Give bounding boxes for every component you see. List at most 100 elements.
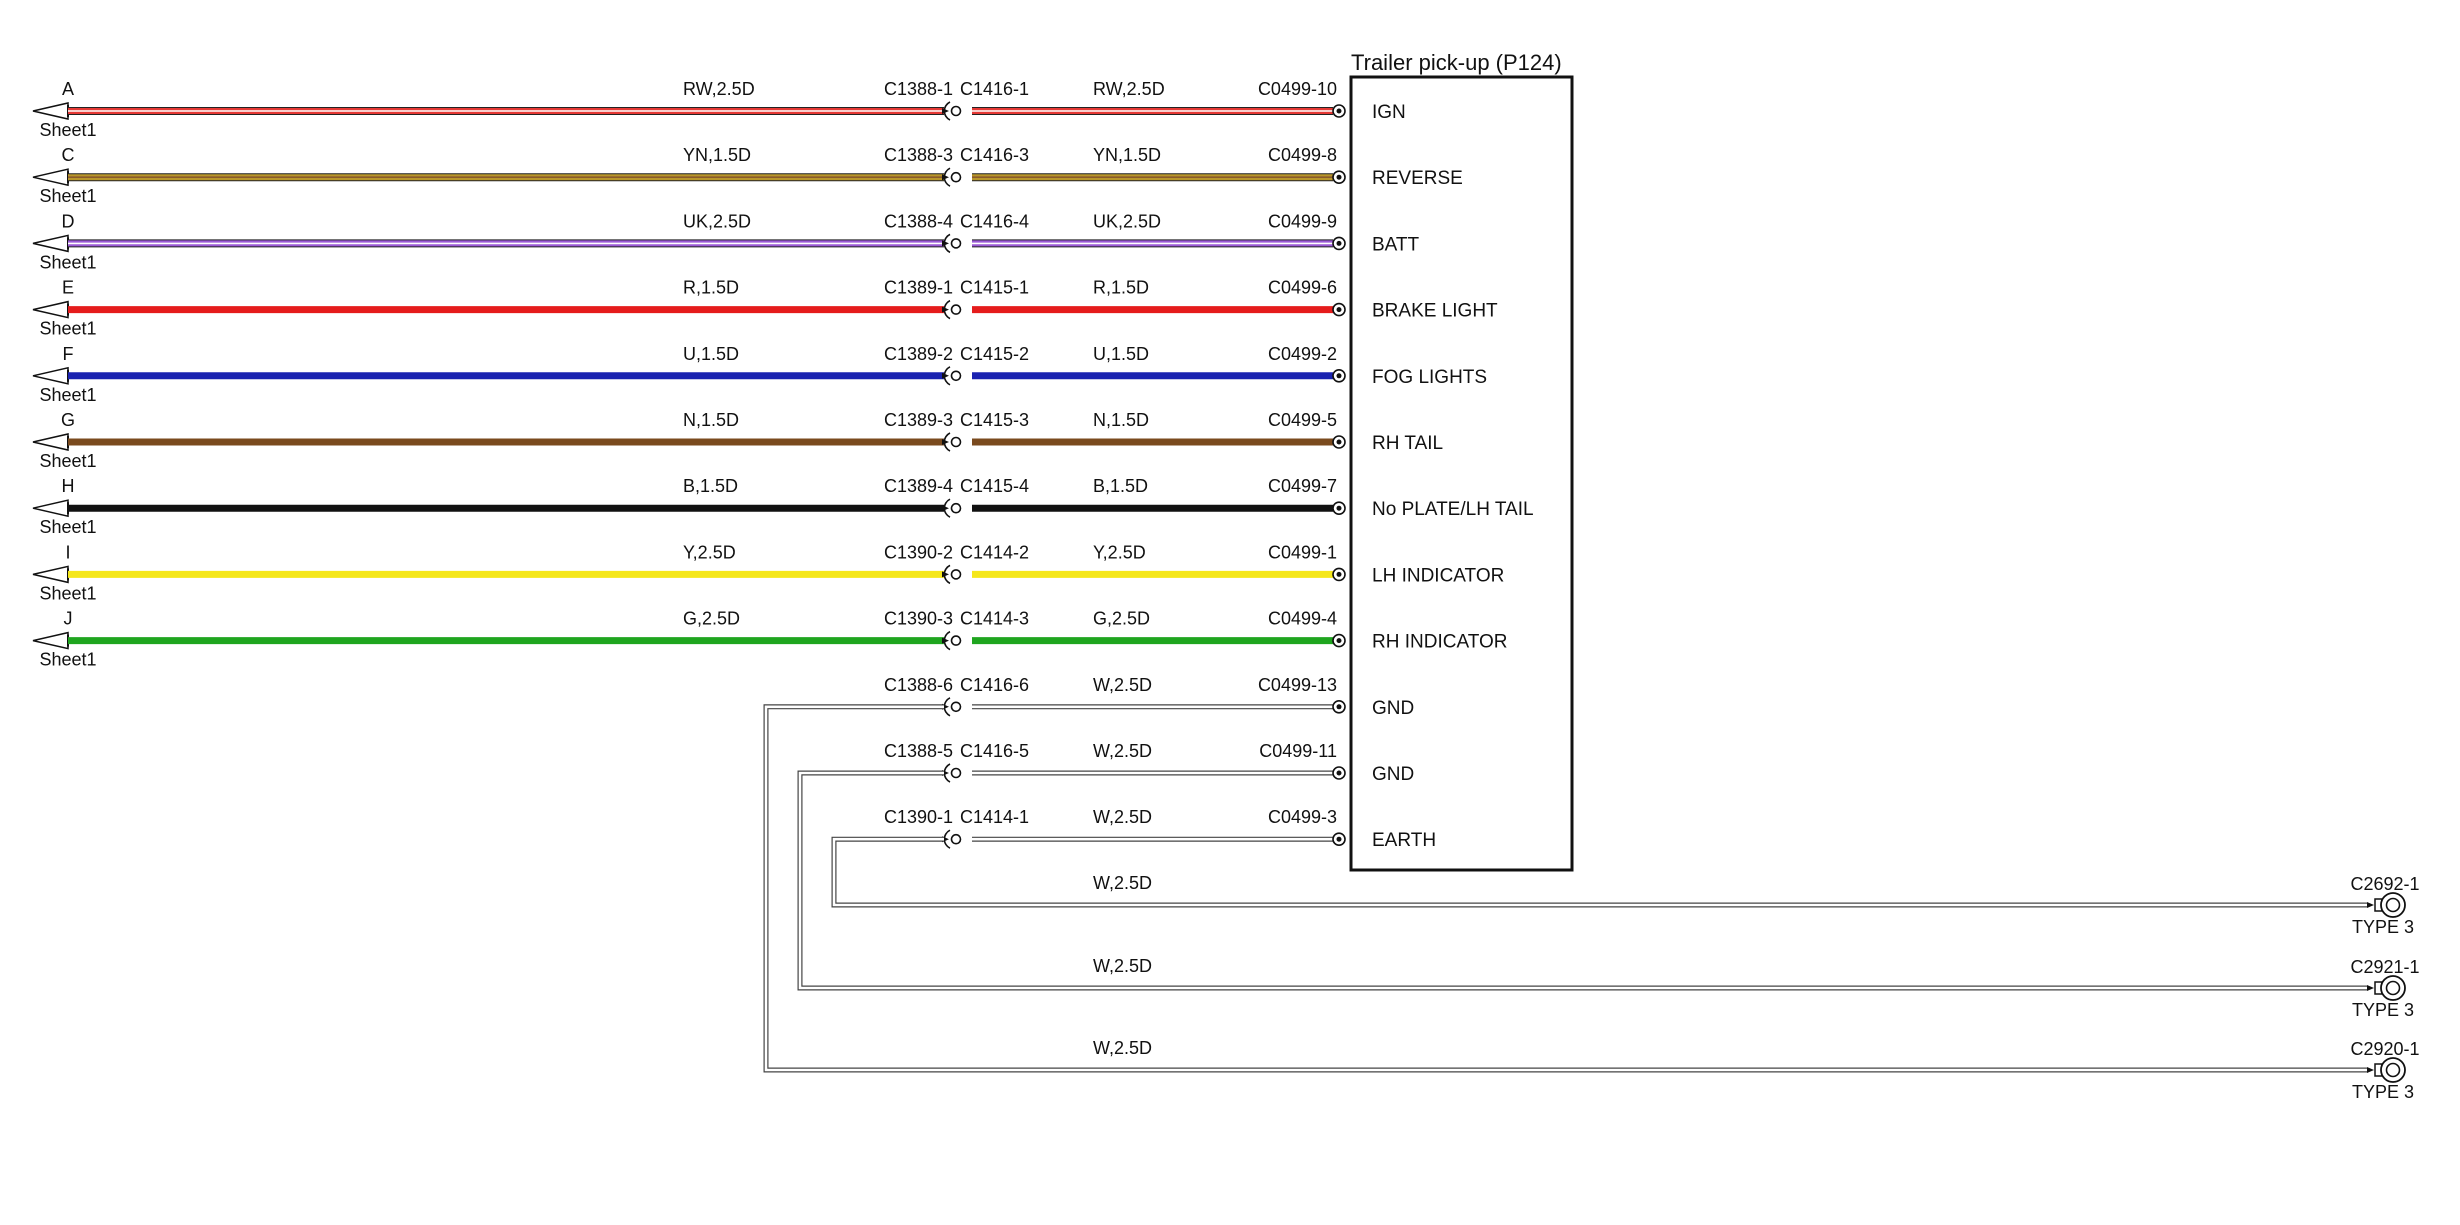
ring-terminal-hole-icon	[2385, 980, 2401, 996]
offsheet-arrow-icon	[32, 631, 69, 650]
connector-pin-icon	[950, 436, 962, 448]
wire-spec-left: B,1.5D	[683, 476, 738, 496]
wire-spec-left: N,1.5D	[683, 410, 739, 430]
connector-arrow-icon	[942, 571, 949, 578]
wire-outline	[831, 836, 2367, 908]
connector-arrow-icon	[942, 439, 949, 445]
circuit-row: J Sheet1 G,2.5D C1390-3 C1414-3 G,2.5D C0499-4…	[32, 609, 1507, 670]
pin-function: GND	[1372, 764, 1414, 785]
pin-ref: C0499-9	[1268, 211, 1337, 231]
connector-a: C1388-5	[884, 741, 953, 761]
pin-function: FOG LIGHTS	[1372, 367, 1487, 388]
pin-dot-icon	[1336, 571, 1342, 577]
pin-ref: C0499-8	[1268, 145, 1337, 165]
connector-a: C1389-1	[884, 278, 953, 298]
connector-pin-icon	[950, 635, 962, 646]
connector-arrow-icon	[942, 240, 949, 247]
sheet-ref: Sheet1	[39, 583, 96, 603]
arrow-letter: D	[62, 211, 75, 231]
connector-arrow-icon	[942, 174, 949, 181]
pin-ref: C0499-6	[1268, 278, 1337, 298]
pin-function: RH TAIL	[1372, 433, 1443, 454]
connector-b: C1416-5	[960, 741, 1029, 761]
connector-a: C1390-3	[884, 609, 953, 629]
connector-a: C1388-1	[884, 79, 953, 99]
ground-connector: C2921-1	[2350, 957, 2419, 977]
pin-function: RH INDICATOR	[1372, 632, 1507, 653]
ground-type: TYPE 3	[2352, 1082, 2414, 1102]
offsheet-arrow-icon	[32, 565, 69, 584]
connector-b: C1416-4	[960, 211, 1029, 231]
circuit-row: C Sheet1 YN,1.5D C1388-3 C1416-3 YN,1.5D C0499…	[32, 145, 1463, 206]
pin-ref: C0499-1	[1268, 542, 1337, 562]
wire-spec-right: N,1.5D	[1093, 410, 1149, 430]
offsheet-arrow-icon	[32, 102, 69, 120]
connector-a: C1388-3	[884, 145, 953, 165]
connector-pin-icon	[950, 767, 962, 779]
pin-ref: C0499-7	[1268, 476, 1337, 496]
connector-a: C1389-2	[884, 344, 953, 364]
wire-spec-right: RW,2.5D	[1093, 79, 1165, 99]
pin-ref: C0499-5	[1268, 410, 1337, 430]
pin-ref: C0499-2	[1268, 344, 1337, 364]
pin-function: BATT	[1372, 234, 1420, 255]
arrow-letter: G	[61, 410, 75, 430]
wire-spec-right: R,1.5D	[1093, 278, 1149, 298]
pin-ref: C0499-11	[1259, 741, 1337, 761]
ground-point: W,2.5D C2920-1 TYPE 3	[1093, 1038, 2420, 1102]
pin-function: REVERSE	[1372, 168, 1463, 189]
ground-connector: C2692-1	[2350, 874, 2419, 894]
connector-b: C1416-6	[960, 675, 1029, 695]
pin-function: LH INDICATOR	[1372, 565, 1504, 586]
pin-dot-icon	[1336, 439, 1342, 445]
wire-spec-left: Y,2.5D	[683, 542, 736, 562]
connector-pin-icon	[950, 171, 962, 183]
offsheet-arrow-icon	[32, 366, 69, 385]
connector-pin-icon	[950, 569, 962, 580]
ring-terminal-hole-icon	[2385, 897, 2401, 913]
pin-dot-icon	[1336, 505, 1342, 511]
ground-arrow-icon	[2367, 902, 2374, 908]
connector-b: C1415-4	[960, 476, 1029, 496]
pin-function: No PLATE/LH TAIL	[1372, 499, 1534, 520]
pin-ref: C0499-3	[1268, 807, 1337, 827]
circuit-row: E Sheet1 R,1.5D C1389-1 C1415-1 R,1.5D C0499-6…	[32, 278, 1498, 339]
pin-dot-icon	[1336, 174, 1342, 180]
wire-spec-right: B,1.5D	[1093, 476, 1148, 496]
offsheet-arrow-icon	[32, 234, 69, 253]
ring-terminal-hole-icon	[2385, 1062, 2401, 1078]
connector-a: C1389-4	[884, 476, 953, 496]
connector-arrow-icon	[942, 306, 949, 313]
sheet-ref: Sheet1	[39, 252, 96, 272]
wire-spec-left: RW,2.5D	[683, 79, 755, 99]
pin-function: GND	[1372, 698, 1414, 719]
ground-arrow-icon	[2367, 985, 2374, 991]
circuit-row: D Sheet1 UK,2.5D C1388-4 C1416-4 UK,2.5D C0499…	[32, 211, 1420, 272]
connector-b: C1416-1	[960, 79, 1029, 99]
ground-row: C1388-5 C1416-5 W,2.5D C0499-11 GND	[797, 741, 2367, 991]
circuit-row: A Sheet1 RW,2.5D C1388-1 C1416-1 RW,2.5D C0499…	[32, 79, 1406, 140]
wire-outline	[797, 770, 2367, 991]
component-title: Trailer pick-up (P124)	[1351, 50, 1562, 75]
connector-b: C1414-2	[960, 542, 1029, 562]
connector-b: C1414-3	[960, 609, 1029, 629]
connector-pin-icon	[950, 238, 962, 249]
wire-body	[764, 705, 2367, 1072]
sheet-ref: Sheet1	[39, 186, 96, 206]
ground-point: W,2.5D C2921-1 TYPE 3	[1093, 956, 2420, 1020]
connector-pin-icon	[950, 105, 962, 117]
wire-spec-left: U,1.5D	[683, 344, 739, 364]
sheet-ref: Sheet1	[39, 517, 96, 537]
arrow-letter: E	[62, 278, 74, 298]
connector-a: C1390-1	[884, 807, 953, 827]
offsheet-arrow-icon	[32, 433, 69, 451]
ground-arrow-icon	[2367, 1067, 2374, 1073]
connector-pin-icon	[950, 701, 962, 713]
wire-spec-left: G,2.5D	[683, 609, 740, 629]
wire-spec-right: G,2.5D	[1093, 609, 1150, 629]
offsheet-arrow-icon	[32, 300, 69, 319]
connector-a: C1388-6	[884, 675, 953, 695]
circuit-row: F Sheet1 U,1.5D C1389-2 C1415-2 U,1.5D C0499-2…	[32, 344, 1487, 405]
